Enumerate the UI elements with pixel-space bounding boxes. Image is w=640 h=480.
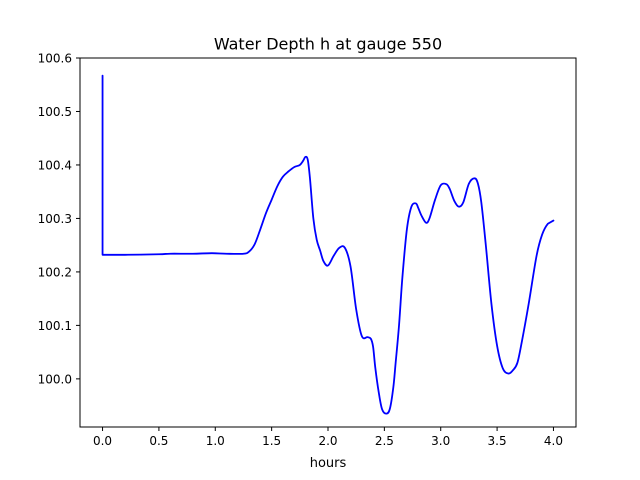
x-tick-label: 3.5	[488, 434, 507, 448]
series-line	[101, 74, 555, 415]
x-tick-label: 2.0	[318, 434, 337, 448]
y-tick-label: 100.6	[38, 52, 72, 66]
y-tick-label: 100.3	[38, 212, 72, 226]
y-tick-label: 100.2	[38, 265, 72, 279]
y-tick-label: 100.0	[38, 372, 72, 386]
axes-frame	[79, 57, 577, 428]
x-axis: 0.0 0.5 1.0 1.5 2.0 2.5 3.0 3.5 4.0	[93, 427, 563, 448]
chart-title: Water Depth h at gauge 550	[214, 35, 442, 54]
x-tick-label: 1.0	[206, 434, 225, 448]
y-tick-label: 100.1	[38, 319, 72, 333]
plot-area	[101, 74, 555, 415]
x-tick-label: 1.5	[262, 434, 281, 448]
x-tick-label: 0.5	[149, 434, 168, 448]
x-tick-label: 4.0	[544, 434, 563, 448]
y-axis: 100.0 100.1 100.2 100.3 100.4 100.5 100.6	[38, 52, 80, 386]
x-axis-label: hours	[310, 456, 347, 471]
y-tick-label: 100.4	[38, 158, 72, 172]
x-tick-label: 0.0	[93, 434, 112, 448]
x-tick-label: 2.5	[375, 434, 394, 448]
y-tick-label: 100.5	[38, 105, 72, 119]
x-tick-label: 3.0	[431, 434, 450, 448]
